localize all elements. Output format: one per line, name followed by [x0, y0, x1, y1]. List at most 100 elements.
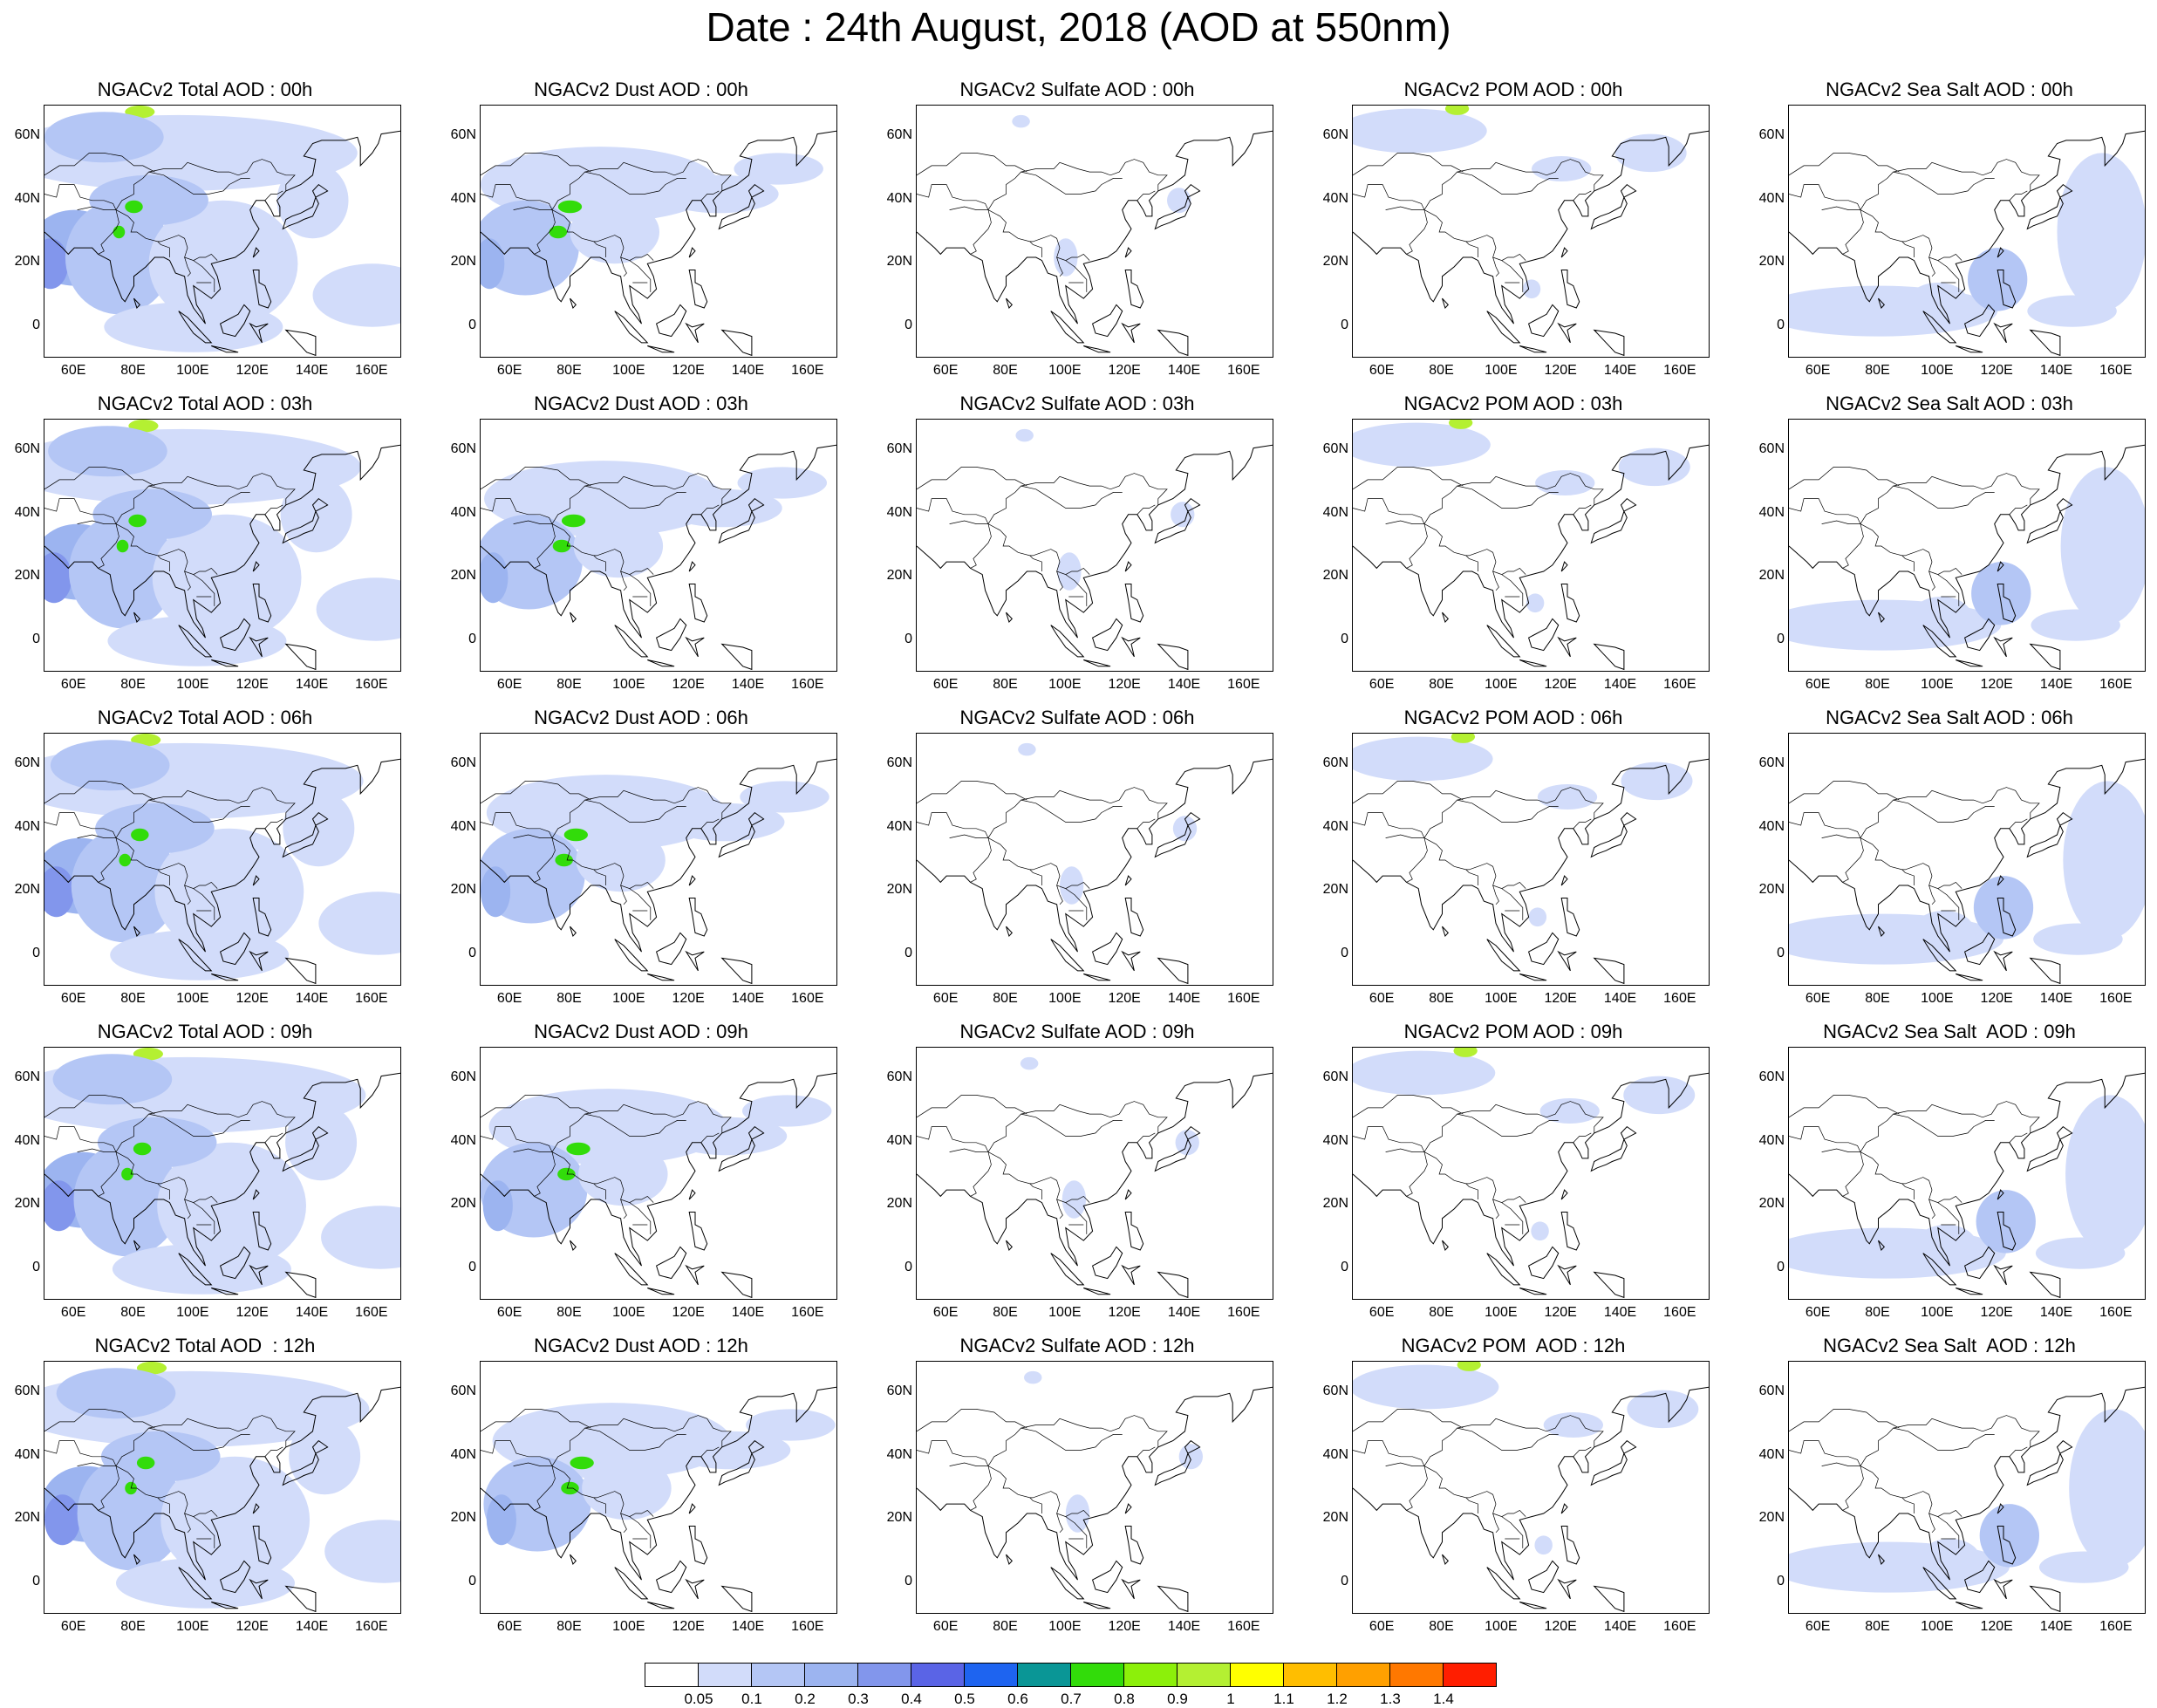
- country-border: [184, 1199, 191, 1220]
- lat-tick-label: 0: [904, 1259, 912, 1274]
- lat-tick-label: 0: [1341, 631, 1348, 646]
- island-outline: [178, 1567, 213, 1600]
- panel-title: NGACv2 Total AOD : 06h: [97, 707, 313, 728]
- island-outline: [1527, 1560, 1560, 1594]
- island-outline: [1557, 322, 1577, 344]
- panel-title: NGACv2 Dust AOD : 03h: [534, 393, 748, 414]
- lon-tick-label: 80E: [1429, 1305, 1454, 1320]
- island-outline: [249, 1578, 269, 1600]
- country-border: [1501, 888, 1524, 920]
- aod-region: [92, 488, 213, 540]
- country-border: [1860, 1151, 1962, 1203]
- lon-tick-label: 60E: [1805, 363, 1831, 378]
- aod-field: [481, 1072, 836, 1299]
- aod-field: [44, 1362, 400, 1613]
- map-panel: NGACv2 Total AOD : 06h 60N 40N 20N 0 60E 80E 10…: [0, 707, 419, 1029]
- map-panel: NGACv2 POM AOD : 06h 60N 40N 20N 0 60E 80E 100E…: [1308, 707, 1727, 1029]
- panel-title: NGACv2 Total AOD : 12h: [94, 1335, 316, 1356]
- island-outline: [1486, 1567, 1521, 1600]
- country-border: [584, 799, 686, 823]
- aod-region: [1018, 742, 1036, 756]
- lon-tick-label: 140E: [295, 677, 329, 692]
- country-border: [1353, 1126, 1425, 1152]
- island-outline: [720, 957, 753, 985]
- lat-tick-label: 20N: [886, 1510, 912, 1526]
- map-panel: NGACv2 Sulfate AOD : 00h 60N 40N 20N 0 60E 80E…: [872, 79, 1291, 401]
- country-border: [1789, 1095, 1900, 1118]
- island-outline: [1124, 270, 1144, 309]
- island-outline: [688, 584, 708, 623]
- lon-tick-label: 100E: [1485, 677, 1518, 692]
- lon-tick-label: 60E: [932, 363, 959, 378]
- coastline: [1353, 758, 1709, 953]
- aod-region: [133, 1142, 152, 1156]
- aod-region: [1353, 1050, 1496, 1096]
- island-outline: [1442, 297, 1449, 309]
- lat-tick-label: 0: [1341, 1259, 1348, 1274]
- map-panel: NGACv2 Sea Salt AOD : 03h 60N 40N 20N 0 60E 80…: [1744, 393, 2157, 715]
- country-border: [1573, 1446, 1592, 1458]
- island-outline: [570, 297, 577, 309]
- country-border: [44, 1440, 117, 1466]
- island-outline: [688, 898, 708, 937]
- lat-tick-label: 60N: [450, 1069, 476, 1085]
- country-border: [264, 1446, 283, 1458]
- country-border: [1065, 260, 1088, 292]
- lon-tick-label: 80E: [1429, 1619, 1454, 1634]
- country-border: [1353, 812, 1425, 838]
- colorbar-swatch: [1443, 1663, 1497, 1687]
- island-outline: [284, 1271, 317, 1299]
- country-border: [629, 1516, 652, 1548]
- country-border: [115, 159, 296, 210]
- country-border: [193, 260, 215, 292]
- country-border: [1056, 885, 1063, 905]
- aod-region: [65, 200, 173, 315]
- island-outline: [570, 1554, 577, 1565]
- country-border: [481, 781, 591, 804]
- island-outline: [1124, 584, 1144, 623]
- colorbar-swatch: [698, 1663, 752, 1687]
- map-panel: NGACv2 Sulfate AOD : 06h 60N 40N 20N 0 60E 80E…: [872, 707, 1291, 1029]
- map-panel: NGACv2 Sea Salt AOD : 00h 60N 40N 20N 0 60E 80…: [1744, 79, 2157, 401]
- lon-tick-label: 140E: [1167, 1305, 1201, 1320]
- aod-region: [1532, 156, 1592, 181]
- aod-region: [1623, 1076, 1696, 1115]
- aod-field: [1789, 1386, 2145, 1613]
- lon-tick-label: 80E: [1429, 363, 1454, 378]
- country-border: [917, 467, 1027, 490]
- country-border: [44, 153, 155, 176]
- country-border: [1573, 818, 1592, 830]
- aod-region: [1522, 279, 1541, 299]
- panel-title: NGACv2 Sulfate AOD : 00h: [959, 79, 1195, 100]
- lon-tick-label: 140E: [295, 991, 329, 1006]
- country-border: [1573, 1132, 1592, 1144]
- lon-tick-label: 60E: [60, 363, 86, 378]
- aod-region: [97, 1117, 217, 1168]
- lon-tick-label: 140E: [1167, 991, 1201, 1006]
- lat-tick-label: 0: [32, 1573, 40, 1588]
- lon-tick-label: 160E: [2099, 363, 2133, 378]
- country-border: [629, 574, 652, 606]
- island-outline: [1560, 1503, 1568, 1514]
- island-outline: [1593, 1271, 1625, 1299]
- country-border: [1821, 834, 1864, 883]
- island-outline: [133, 926, 140, 937]
- country-border: [481, 1440, 553, 1466]
- map-panel: NGACv2 POM AOD : 03h 60N 40N 20N 0 60E 80E 100E…: [1308, 393, 1727, 715]
- island-outline: [655, 1560, 687, 1594]
- lat-tick-label: 40N: [14, 818, 40, 834]
- aod-region: [1543, 1412, 1603, 1438]
- country-border: [513, 1148, 556, 1197]
- country-border: [2009, 1446, 2028, 1458]
- lon-tick-label: 160E: [355, 1619, 388, 1634]
- country-border: [44, 1095, 155, 1118]
- country-border: [987, 1151, 1090, 1203]
- country-border: [987, 159, 1168, 210]
- aod-region: [1979, 1504, 2039, 1568]
- lon-tick-label: 160E: [1227, 677, 1260, 692]
- map-plot-area: [1352, 733, 1710, 986]
- island-outline: [1154, 1125, 1201, 1172]
- aod-region: [486, 1494, 516, 1546]
- lon-tick-label: 80E: [556, 991, 582, 1006]
- country-border: [193, 574, 215, 606]
